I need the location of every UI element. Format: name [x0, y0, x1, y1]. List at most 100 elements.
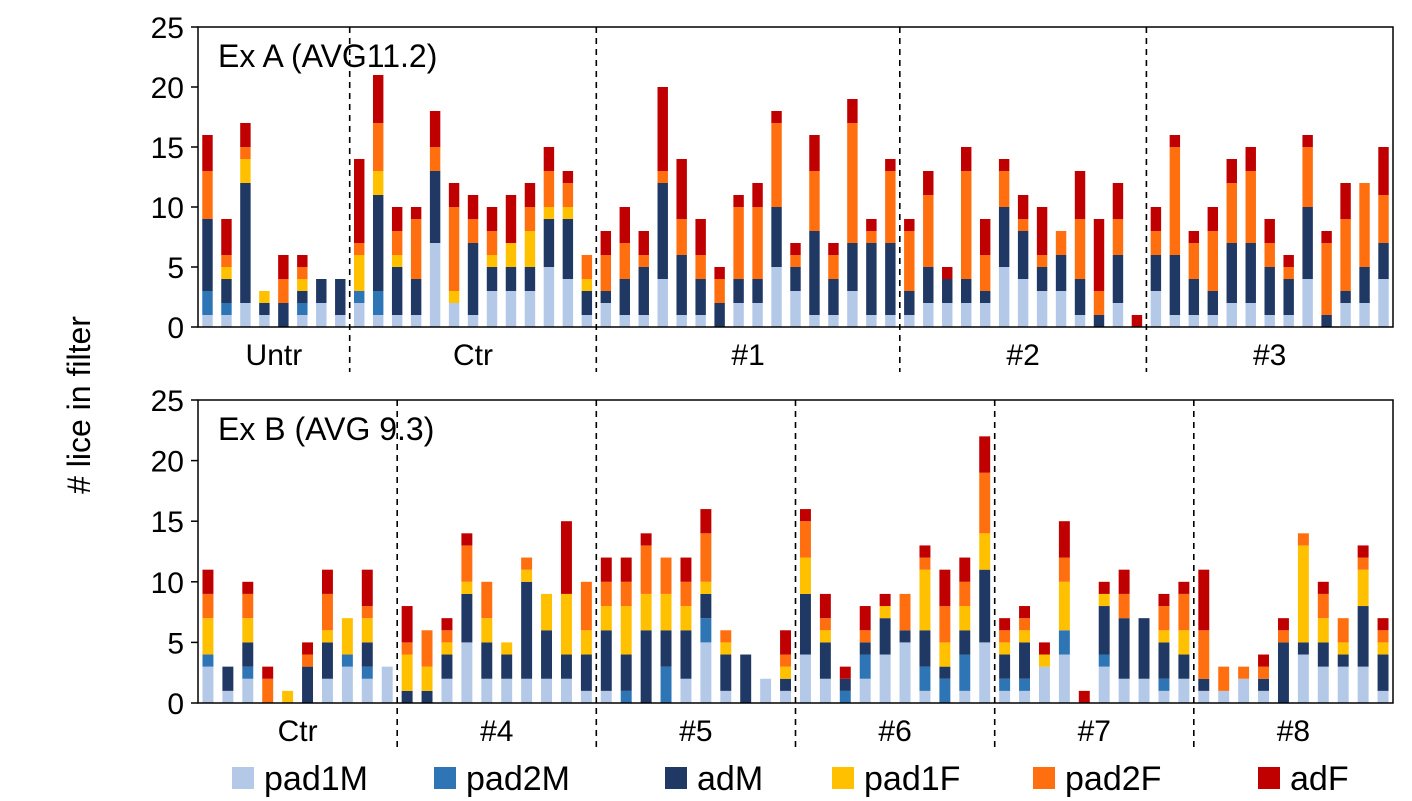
bar-segment-adF [461, 533, 473, 546]
bar-segment-pad1F [1337, 642, 1349, 655]
bar-segment-adF [780, 630, 792, 655]
bar-segment-pad2F [638, 255, 649, 267]
bar-segment-pad1M [799, 654, 811, 703]
bar-segment-adM [879, 618, 891, 655]
bar-segment-pad2M [859, 654, 871, 679]
bar-segment-pad2F [998, 171, 1010, 207]
bar-segment-adF [1226, 159, 1237, 183]
bar-segment-pad2F [1283, 267, 1294, 279]
bar-segment-pad1F [486, 255, 498, 267]
y-tick-label: 0 [167, 688, 184, 721]
bar-segment-pad2F [1150, 231, 1162, 255]
bar-segment-pad2F [1188, 243, 1200, 279]
bar-segment-adM [1150, 255, 1162, 291]
bar-segment-pad1M [819, 678, 831, 703]
bar-segment-pad1M [676, 315, 687, 327]
bar-segment-adM [1138, 618, 1150, 679]
bar-segment-adM [999, 654, 1011, 679]
bar-segment-pad2F [1377, 630, 1389, 643]
bar-segment-adM [740, 654, 752, 703]
bar-segment-pad2F [429, 147, 441, 171]
bar-segment-pad1F [600, 606, 612, 631]
bar-segment-pad2M [1098, 654, 1110, 667]
bar-segment-adF [410, 207, 422, 219]
legend-label: adM [697, 760, 763, 798]
bar-segment-pad1M [790, 291, 801, 327]
bar-segment-pad2F [221, 255, 232, 267]
bar-segment-adF [1378, 147, 1389, 195]
bar-segment-pad2F [467, 219, 479, 243]
bar-segment-adM [660, 630, 672, 667]
bar-segment-pad1F [481, 618, 493, 643]
bar-segment-adF [799, 509, 811, 522]
bar-segment-adM [1226, 243, 1237, 303]
bar-segment-pad1F [321, 630, 333, 643]
panel-1: Untr Ctr #1 #2 #3 0 5 10 15 20 25 Ex A (AVG11.2) [151, 12, 1394, 372]
bar-segment-pad1M [847, 291, 858, 327]
bar-segment-pad2F [700, 533, 712, 582]
bar-segment-pad2F [1058, 557, 1070, 582]
bar-segment-pad1M [1258, 690, 1270, 703]
bar-segment-pad2F [1118, 593, 1130, 619]
bar-segment-pad2F [1093, 291, 1105, 315]
bar-segment-pad1M [240, 303, 251, 327]
bar-segment-pad2F [1359, 183, 1370, 267]
bar-segment-pad2F [1074, 219, 1086, 279]
bar-segment-adF [657, 87, 668, 171]
bar-segment-adF [923, 171, 934, 195]
bar-segment-adF [999, 618, 1011, 631]
bar-segment-pad1M [581, 315, 593, 327]
bar-segment-pad2F [486, 231, 498, 255]
bar-segment-adM [505, 267, 517, 291]
bar-segment-pad1M [1112, 303, 1124, 327]
bar-segment-pad1F [202, 618, 214, 655]
bar-segment-adM [202, 219, 213, 291]
y-tick-label: 10 [151, 567, 184, 600]
legend: pad1M pad2M adM pad1F pad2F adF [232, 760, 1349, 798]
bar-segment-adF [879, 593, 891, 607]
bar-segment-pad1M [1169, 315, 1181, 327]
bar-segment-pad2M [242, 666, 254, 679]
bar-segment-adF [1357, 545, 1369, 558]
bar-segment-pad1M [809, 315, 820, 327]
bar-segment-pad1M [316, 303, 327, 327]
bar-segment-adF [302, 642, 314, 655]
bar-segment-adM [401, 690, 413, 703]
bar-segment-adF [600, 231, 612, 255]
bar-segment-pad2F [790, 255, 801, 267]
bar-segment-pad1M [866, 315, 877, 327]
bar-segment-pad2M [700, 618, 712, 643]
bar-segment-adF [562, 171, 574, 183]
bar-segment-pad1F [341, 618, 353, 655]
bar-segment-adM [961, 279, 972, 303]
bar-segment-pad1M [521, 678, 533, 703]
legend-swatch [665, 767, 687, 789]
y-tick-label: 5 [167, 252, 184, 285]
bar-segment-adM [560, 654, 572, 679]
bar-segment-adM [562, 219, 574, 279]
bar-segment-pad1M [1340, 303, 1351, 327]
bar-segment-adF [262, 666, 274, 679]
bar-segment-pad1F [581, 279, 593, 291]
bar-segment-adF [505, 195, 517, 243]
bar-segment-adM [1321, 315, 1332, 327]
bar-segment-pad2F [242, 593, 254, 619]
bar-segment-pad2F [733, 207, 744, 279]
bar-segment-pad1F [1178, 630, 1190, 655]
legend-swatch [1258, 767, 1280, 789]
bar-segment-pad1M [381, 666, 393, 703]
bar-segment-adM [1317, 642, 1329, 667]
bar-segment-adF [278, 255, 289, 279]
bar-segment-pad1M [560, 678, 572, 703]
bar-segment-pad1M [1098, 666, 1110, 703]
bar-segment-pad1F [441, 642, 453, 655]
bar-segment-adM [221, 279, 232, 303]
bar-segment-adF [441, 618, 453, 631]
bar-segment-adM [1359, 267, 1370, 303]
bar-segment-pad1M [524, 291, 536, 327]
bar-segment-pad1F [560, 593, 572, 655]
bar-segment-pad2F [581, 255, 593, 279]
bar-segment-pad1M [441, 678, 453, 703]
bar-segment-pad2F [979, 472, 991, 534]
legend-swatch [832, 767, 854, 789]
